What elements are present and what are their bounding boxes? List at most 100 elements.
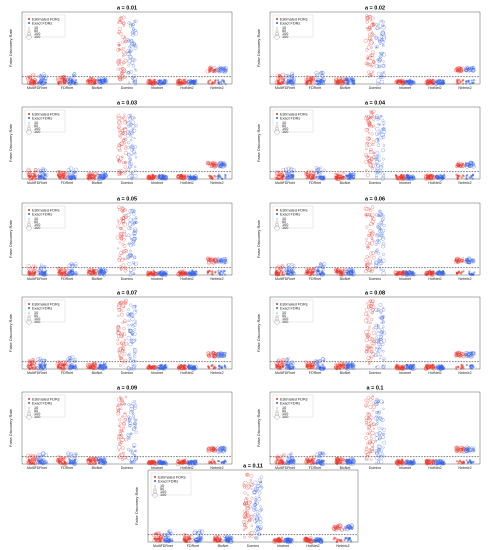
- data-point: [116, 48, 120, 52]
- data-point: [120, 48, 123, 51]
- data-point: [281, 168, 286, 172]
- data-point: [370, 318, 374, 322]
- panel-title: a = 0.03: [117, 101, 137, 107]
- data-point: [121, 242, 125, 246]
- axes-box: [21, 106, 233, 180]
- data-point: [378, 58, 382, 62]
- data-point: [369, 231, 372, 234]
- data-point: [275, 171, 279, 175]
- data-point: [208, 82, 211, 85]
- data-point: [286, 269, 289, 272]
- data-point: [123, 341, 128, 346]
- x-tick-label: Netmix2: [210, 277, 223, 281]
- legend-size-label: 50: [282, 29, 286, 33]
- data-point: [395, 174, 398, 178]
- data-point: [380, 31, 385, 36]
- data-point: [365, 136, 371, 141]
- data-point: [184, 272, 187, 275]
- x-tick-label: MultiFDRnet: [275, 277, 295, 281]
- data-point: [213, 174, 216, 177]
- data-point: [221, 273, 224, 276]
- data-point: [364, 114, 368, 118]
- data-point: [471, 66, 475, 69]
- data-point: [381, 271, 386, 276]
- data-point: [134, 261, 139, 266]
- data-point: [56, 170, 60, 174]
- legend-entry: Estimated FDRs: [32, 17, 60, 21]
- data-point: [370, 124, 374, 128]
- legend-size-label: 100: [34, 127, 40, 131]
- data-point: [381, 119, 385, 123]
- data-point: [118, 58, 122, 62]
- data-point: [62, 74, 67, 79]
- data-point: [131, 218, 135, 222]
- data-point: [177, 82, 180, 85]
- data-point: [279, 266, 283, 269]
- data-point: [116, 331, 121, 336]
- data-point: [314, 266, 318, 271]
- data-point: [117, 169, 120, 172]
- data-point: [120, 61, 124, 66]
- data-point: [132, 351, 136, 355]
- x-tick-label: HotNet2: [428, 86, 441, 90]
- legend-size-label: 10: [34, 217, 38, 221]
- data-point: [456, 272, 459, 275]
- panel-title: a = 0.05: [117, 197, 137, 203]
- data-point: [43, 173, 47, 177]
- data-point: [321, 266, 325, 270]
- data-point: [43, 266, 47, 269]
- data-point: [370, 267, 375, 272]
- data-point: [381, 162, 384, 165]
- data-point: [381, 236, 386, 241]
- x-tick-label: FDRnet: [61, 181, 73, 185]
- data-point: [368, 224, 371, 227]
- data-point: [346, 79, 349, 82]
- data-point: [126, 51, 131, 57]
- y-axis-label: False Discovery Rate: [8, 313, 13, 352]
- data-point: [375, 239, 380, 244]
- data-point: [123, 58, 128, 63]
- data-point: [379, 268, 382, 272]
- data-point: [86, 177, 90, 180]
- legend-size-marker: [26, 225, 32, 231]
- data-point: [368, 160, 372, 164]
- data-point: [368, 315, 371, 318]
- data-point: [371, 16, 375, 21]
- legend-size-marker: [27, 32, 31, 36]
- data-point: [32, 266, 36, 270]
- data-point: [370, 72, 374, 77]
- data-point: [379, 213, 383, 217]
- data-point: [129, 24, 133, 28]
- data-point: [131, 239, 136, 244]
- data-point: [39, 76, 42, 79]
- data-point: [314, 75, 318, 79]
- data-point: [130, 131, 134, 136]
- data-point: [222, 70, 225, 73]
- data-point: [119, 236, 124, 241]
- data-point: [306, 171, 308, 174]
- data-point: [365, 264, 368, 267]
- data-point: [382, 60, 385, 63]
- x-tick-label: BioNet: [340, 277, 351, 281]
- data-point: [129, 133, 132, 136]
- data-point: [130, 143, 134, 147]
- data-point: [372, 327, 375, 330]
- data-point: [103, 80, 106, 83]
- legend-size-label: 50: [34, 29, 38, 33]
- data-point: [366, 155, 370, 158]
- data-point: [290, 73, 294, 78]
- data-point: [309, 273, 312, 277]
- data-point: [134, 124, 138, 128]
- data-point: [429, 176, 432, 179]
- data-point: [460, 66, 463, 70]
- data-point: [119, 364, 122, 367]
- x-tick-label: FDRnet: [61, 277, 73, 281]
- data-point: [42, 265, 45, 268]
- data-point: [364, 308, 369, 312]
- data-point: [120, 312, 124, 317]
- data-point: [100, 269, 103, 273]
- data-point: [277, 173, 281, 177]
- data-point: [321, 268, 325, 272]
- data-point: [379, 354, 382, 357]
- data-point: [179, 271, 183, 274]
